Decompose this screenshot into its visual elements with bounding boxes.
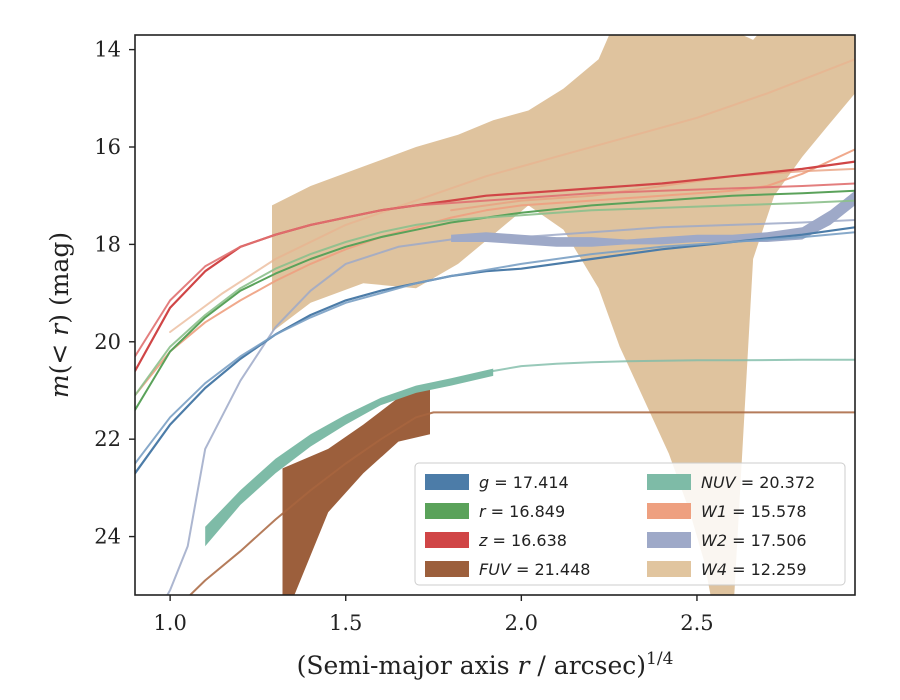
legend-swatch-fuv xyxy=(425,561,469,577)
legend-label-r: r = 16.849 xyxy=(479,502,565,521)
legend-value: = 21.448 xyxy=(511,560,591,579)
legend-value: = 20.372 xyxy=(736,473,816,492)
y-tick-label: 20 xyxy=(94,330,121,354)
legend-label-fuv: FUV = 21.448 xyxy=(479,560,590,579)
y-axis-title: m(< r) (mag) xyxy=(45,232,74,398)
legend-value: = 17.414 xyxy=(489,473,569,492)
legend-var: W1 xyxy=(701,502,727,521)
legend-var: g xyxy=(479,473,489,492)
y-tick-label: 24 xyxy=(94,525,121,549)
legend-var: FUV xyxy=(479,560,512,579)
legend-value: = 17.506 xyxy=(727,531,807,550)
series-line-w2-thin xyxy=(166,219,855,595)
legend-value: = 15.578 xyxy=(727,502,807,521)
bands-layer xyxy=(205,35,855,595)
x-tick-label: 1.5 xyxy=(329,611,362,635)
legend-var: NUV xyxy=(701,473,737,492)
y-axis-title-lt: (< xyxy=(45,336,74,375)
legend-swatch-w1 xyxy=(647,503,691,519)
series-line-g-b xyxy=(135,231,855,465)
legend-var: W4 xyxy=(701,560,727,579)
band-fuv xyxy=(282,388,430,595)
y-ticks: 14 16 18 20 22 24 xyxy=(94,38,135,549)
series-line-w1-b xyxy=(450,167,855,212)
legend-label-nuv: NUV = 20.372 xyxy=(701,473,815,492)
x-tick-label: 2.0 xyxy=(505,611,538,635)
x-axis-title-var: r xyxy=(518,651,532,680)
series-line-w4 xyxy=(169,58,855,333)
legend-label-w4: W4 = 12.259 xyxy=(701,560,807,579)
legend-label-w2: W2 = 17.506 xyxy=(701,531,807,550)
legend-swatch-z xyxy=(425,532,469,548)
y-axis-title-m: m xyxy=(45,374,74,398)
x-tick-label: 2.5 xyxy=(680,611,713,635)
x-axis-title-prefix: (Semi-major axis xyxy=(297,651,518,680)
series-line-nuv xyxy=(492,358,855,372)
legend-frame xyxy=(414,462,846,586)
x-axis-title-suffix: / arcsec) xyxy=(529,651,646,680)
band-w4 xyxy=(272,35,855,595)
y-axis-title-close: ) (mag) xyxy=(45,232,74,324)
x-ticks: 1.0 1.5 2.0 2.5 xyxy=(153,595,714,635)
lines-layer xyxy=(135,58,855,595)
legend-var: W2 xyxy=(701,531,727,550)
legend-label-w1: W1 = 15.578 xyxy=(701,502,807,521)
y-axis-title-r: r xyxy=(45,322,74,336)
series-line-r-b xyxy=(135,199,855,397)
x-axis-title: (Semi-major axis r / arcsec)1/4 xyxy=(297,649,674,680)
series-line-z-b xyxy=(135,182,855,358)
legend-label-z: z = 16.638 xyxy=(478,531,567,550)
legend-swatch-w4 xyxy=(647,561,691,577)
series-line-r xyxy=(135,189,855,411)
x-axis-title-power: 1/4 xyxy=(646,649,673,669)
x-tick-label: 1.0 xyxy=(153,611,186,635)
y-tick-label: 14 xyxy=(94,38,121,62)
plot-frame xyxy=(134,34,856,596)
series-line-w1 xyxy=(135,148,855,397)
legend-swatch-w2 xyxy=(647,532,691,548)
legend-swatch-g xyxy=(425,474,469,490)
legend-value: = 12.259 xyxy=(727,560,807,579)
series-line-fuv xyxy=(188,411,855,595)
legend-label-g: g = 17.414 xyxy=(479,473,569,492)
legend-value: = 16.638 xyxy=(487,531,567,550)
legend-value: = 16.849 xyxy=(486,502,566,521)
y-tick-label: 16 xyxy=(94,135,121,159)
legend-swatch-nuv xyxy=(647,474,691,490)
y-tick-label: 18 xyxy=(94,232,121,256)
band-w2 xyxy=(451,190,855,247)
legend-swatch-r xyxy=(425,503,469,519)
y-tick-label: 22 xyxy=(94,427,121,451)
legend-var: r xyxy=(479,502,487,521)
legend-var: z xyxy=(478,531,488,550)
